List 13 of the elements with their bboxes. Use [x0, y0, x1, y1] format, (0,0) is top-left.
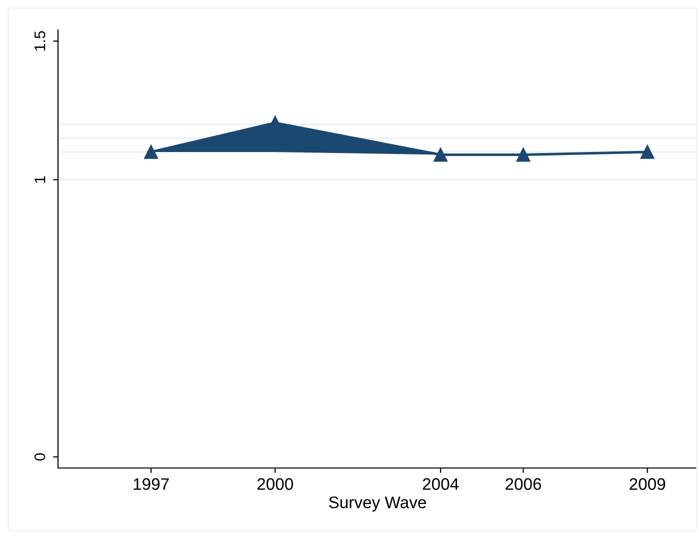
x-tick-label: 2009 [630, 478, 666, 490]
point [640, 145, 654, 159]
point [516, 148, 530, 162]
x-tick-label: 2004 [422, 478, 459, 490]
y-tick-label: 0 [34, 453, 46, 461]
y-tick-label: 1 [34, 176, 46, 183]
x-axis-title: Survey Wave [329, 496, 426, 512]
x-tick-label: 1997 [134, 478, 169, 490]
point [434, 148, 448, 162]
x-tick-label: 2000 [257, 478, 294, 490]
point [144, 145, 158, 159]
x-tick-label: 2006 [506, 478, 542, 490]
y-tick-label: 1.5 [34, 31, 46, 51]
